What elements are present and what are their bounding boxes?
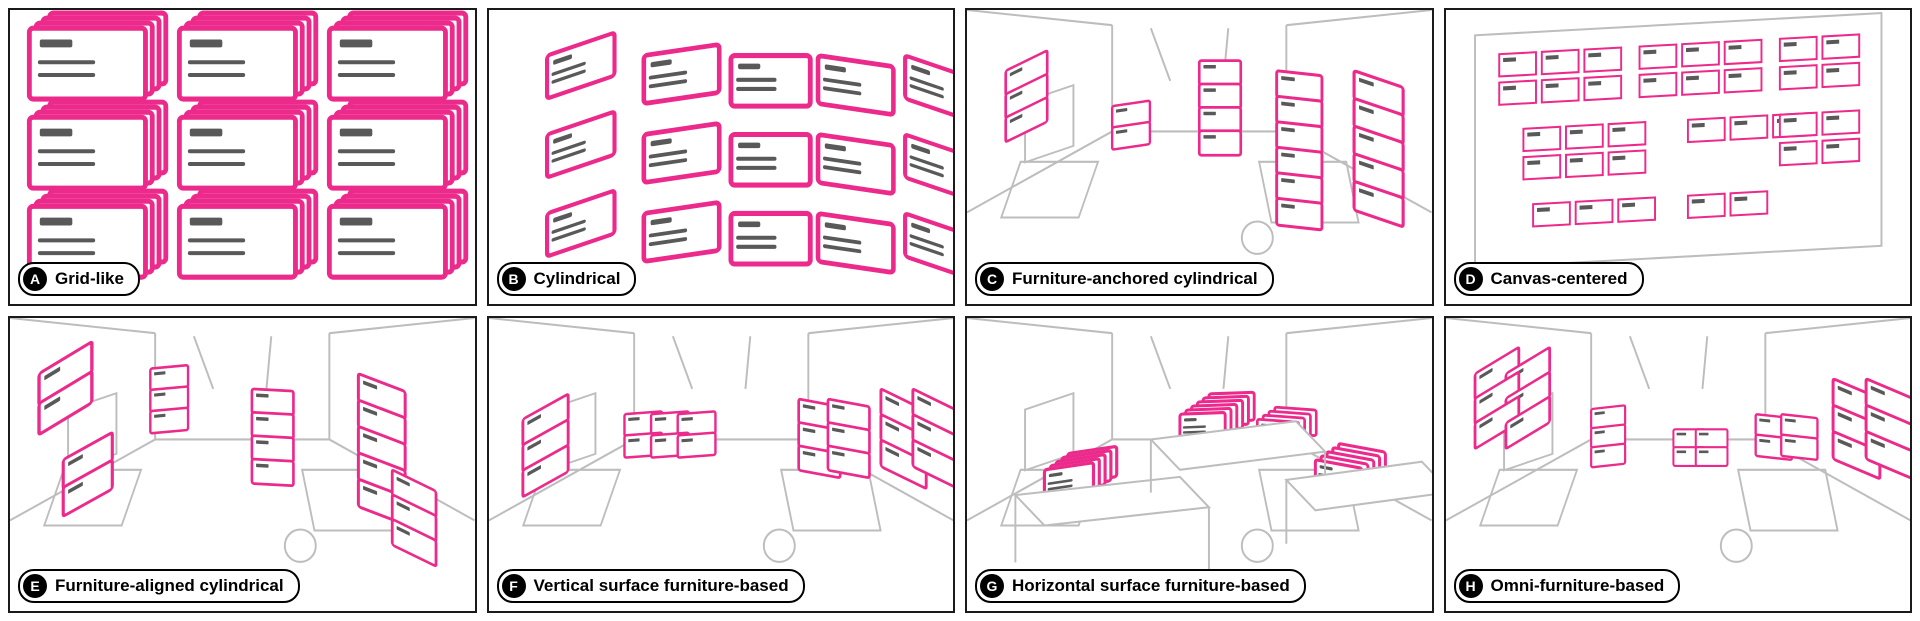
panel-label: F Vertical surface furniture-based (497, 569, 805, 603)
panel-label: B Cylindrical (497, 262, 637, 296)
panel-title: Omni-furniture-based (1491, 576, 1665, 596)
panel-label: D Canvas-centered (1454, 262, 1644, 296)
panel-badge: E (23, 574, 47, 598)
panel-b: B Cylindrical (487, 8, 956, 306)
panel-f: F Vertical surface furniture-based (487, 316, 956, 614)
panel-title: Canvas-centered (1491, 269, 1628, 289)
panel-label: E Furniture-aligned cylindrical (18, 569, 300, 603)
panel-label: H Omni-furniture-based (1454, 569, 1681, 603)
figure-grid: A Grid-like B Cylindrical C Furniture-anchore… (0, 0, 1920, 621)
panel-title: Vertical surface furniture-based (534, 576, 789, 596)
panel-badge: B (502, 267, 526, 291)
panel-label: G Horizontal surface furniture-based (975, 569, 1306, 603)
panel-h: H Omni-furniture-based (1444, 316, 1913, 614)
panel-title: Horizontal surface furniture-based (1012, 576, 1290, 596)
panel-d: D Canvas-centered (1444, 8, 1913, 306)
panel-label: C Furniture-anchored cylindrical (975, 262, 1274, 296)
panel-c: C Furniture-anchored cylindrical (965, 8, 1434, 306)
panel-e: E Furniture-aligned cylindrical (8, 316, 477, 614)
panel-a: A Grid-like (8, 8, 477, 306)
panel-title: Grid-like (55, 269, 124, 289)
panel-label: A Grid-like (18, 262, 140, 296)
panel-badge: D (1459, 267, 1483, 291)
panel-title: Furniture-aligned cylindrical (55, 576, 284, 596)
panel-badge: F (502, 574, 526, 598)
panel-badge: G (980, 574, 1004, 598)
panel-title: Furniture-anchored cylindrical (1012, 269, 1258, 289)
panel-badge: H (1459, 574, 1483, 598)
panel-g: G Horizontal surface furniture-based (965, 316, 1434, 614)
panel-badge: C (980, 267, 1004, 291)
panel-title: Cylindrical (534, 269, 621, 289)
panel-badge: A (23, 267, 47, 291)
